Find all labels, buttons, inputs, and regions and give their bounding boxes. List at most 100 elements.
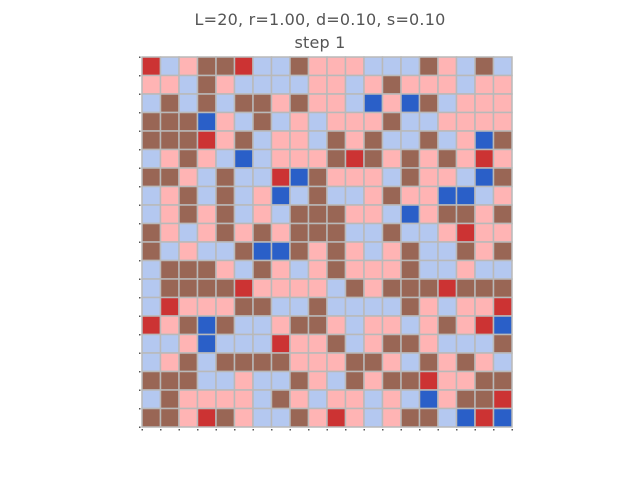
cell-light-blue — [400, 315, 421, 336]
x-tick-mark — [363, 429, 365, 431]
cell-brown — [455, 389, 476, 410]
cell-light-blue — [363, 241, 384, 262]
cell-pink — [344, 241, 365, 262]
cell-pink — [215, 74, 236, 95]
cell-pink — [418, 333, 439, 354]
cell-light-blue — [289, 296, 310, 317]
cell-pink — [363, 111, 384, 132]
cell-light-blue — [326, 185, 347, 206]
cell-pink — [178, 56, 199, 77]
x-tick-mark — [215, 429, 217, 431]
cell-light-blue — [196, 185, 217, 206]
cell-light-blue — [270, 370, 291, 391]
x-tick-mark — [252, 429, 254, 431]
cell-light-blue — [326, 370, 347, 391]
cell-brown — [326, 259, 347, 280]
cell-pink — [492, 93, 513, 114]
cell-pink — [474, 93, 495, 114]
cell-pink — [196, 389, 217, 410]
x-tick-mark — [493, 429, 495, 431]
cell-pink — [492, 74, 513, 95]
cell-blue — [270, 241, 291, 262]
cell-light-blue — [381, 167, 402, 188]
cell-light-blue — [344, 333, 365, 354]
cell-light-blue — [141, 204, 162, 225]
cell-light-blue — [141, 278, 162, 299]
cell-light-blue — [400, 56, 421, 77]
cell-pink — [289, 278, 310, 299]
cell-brown — [289, 204, 310, 225]
y-tick-mark — [139, 204, 141, 206]
cell-red — [141, 315, 162, 336]
x-tick-mark — [178, 429, 180, 431]
y-tick-mark — [139, 149, 141, 151]
cell-brown — [289, 222, 310, 243]
cell-brown — [159, 370, 180, 391]
cell-light-blue — [363, 56, 384, 77]
cell-brown — [215, 185, 236, 206]
cell-pink — [474, 204, 495, 225]
cell-pink — [474, 352, 495, 373]
cell-light-blue — [437, 259, 458, 280]
y-tick-mark — [139, 93, 141, 95]
cell-light-blue — [474, 185, 495, 206]
cell-pink — [418, 167, 439, 188]
cell-pink — [326, 74, 347, 95]
cell-pink — [215, 296, 236, 317]
cell-brown — [178, 185, 199, 206]
cell-pink — [307, 352, 328, 373]
cell-light-blue — [159, 333, 180, 354]
cell-pink — [418, 296, 439, 317]
cell-blue — [289, 167, 310, 188]
y-tick-mark — [139, 241, 141, 243]
x-tick-mark — [289, 429, 291, 431]
cell-brown — [400, 370, 421, 391]
cell-light-blue — [141, 389, 162, 410]
x-tick-mark — [345, 429, 347, 431]
cell-light-blue — [270, 204, 291, 225]
cell-brown — [289, 93, 310, 114]
cell-brown — [141, 241, 162, 262]
cell-brown — [215, 222, 236, 243]
cell-brown — [233, 130, 254, 151]
cell-brown — [418, 130, 439, 151]
cell-pink — [418, 204, 439, 225]
cell-brown — [159, 130, 180, 151]
cell-pink — [196, 222, 217, 243]
cell-pink — [307, 56, 328, 77]
cell-pink — [215, 111, 236, 132]
cell-light-blue — [437, 130, 458, 151]
x-tick-mark — [382, 429, 384, 431]
cell-brown — [326, 241, 347, 262]
cell-brown — [455, 352, 476, 373]
cell-brown — [307, 167, 328, 188]
cell-light-blue — [437, 296, 458, 317]
cell-brown — [215, 315, 236, 336]
cell-pink — [196, 296, 217, 317]
cell-light-blue — [233, 333, 254, 354]
cell-brown — [215, 167, 236, 188]
cell-brown — [381, 111, 402, 132]
x-tick-mark — [271, 429, 273, 431]
x-tick-mark — [326, 429, 328, 431]
cell-pink — [159, 204, 180, 225]
cell-light-blue — [215, 241, 236, 262]
cell-light-blue — [418, 111, 439, 132]
cell-light-blue — [215, 148, 236, 169]
cell-pink — [344, 167, 365, 188]
cell-pink — [307, 407, 328, 428]
cell-brown — [196, 259, 217, 280]
cell-light-blue — [215, 93, 236, 114]
cell-brown — [381, 278, 402, 299]
y-tick-mark — [139, 167, 141, 169]
cell-light-blue — [233, 111, 254, 132]
cell-pink — [492, 111, 513, 132]
cell-brown — [307, 315, 328, 336]
cell-pink — [289, 352, 310, 373]
cell-light-blue — [381, 296, 402, 317]
cell-brown — [344, 370, 365, 391]
cell-pink — [326, 167, 347, 188]
cell-light-blue — [455, 74, 476, 95]
cell-pink — [252, 278, 273, 299]
cell-brown — [215, 352, 236, 373]
